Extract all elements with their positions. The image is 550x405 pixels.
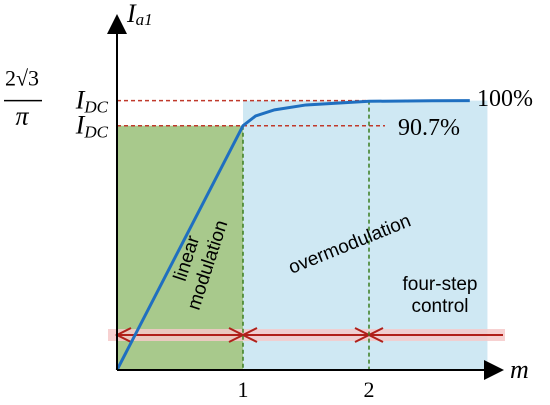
x-tick-label: 2 (364, 377, 375, 402)
region (243, 100, 488, 370)
y-label-main: I (126, 0, 137, 28)
curve (115, 99, 470, 371)
y-tick-text: IDC (75, 111, 109, 142)
y-tick-label: 2√3 π IDC (4, 66, 109, 131)
sub: DC (83, 98, 108, 117)
x-axis-label: m (510, 355, 529, 384)
y-tick-text: IDC (75, 86, 109, 117)
region-label-line: control (411, 296, 468, 317)
y-tick-label: IDC (75, 111, 109, 142)
x-tick-label: 1 (238, 377, 249, 402)
main: I (75, 86, 86, 115)
region-label-line: four-step (403, 274, 478, 295)
main: I (75, 111, 86, 140)
range-arrow (240, 327, 258, 343)
annotation: 90.7% (398, 115, 460, 141)
fraction-den: π (15, 102, 29, 131)
annotation: 100% (477, 86, 533, 112)
sub: DC (83, 123, 108, 142)
y-label-sub: a1 (136, 10, 153, 29)
fraction-num: 2√3 (5, 66, 39, 91)
y-axis-label: Ia1 (126, 0, 153, 29)
